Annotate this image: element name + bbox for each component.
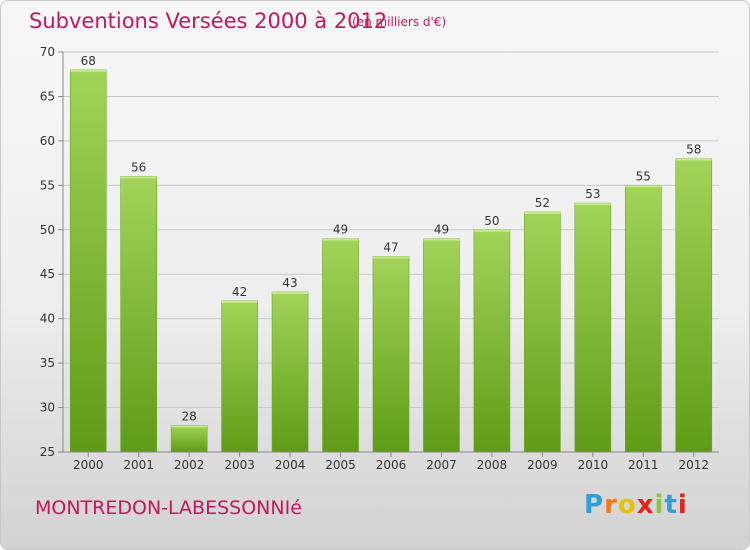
x-tick-label: 2004 [275,458,306,472]
x-tick-label: 2008 [477,458,508,472]
bar-highlight [524,212,561,214]
bar-highlight [171,425,208,428]
bar-2012 [675,158,713,453]
bar-2006 [372,256,410,453]
bar-2004 [271,291,309,453]
bar-highlight [272,292,309,294]
chart-subtitle: (en milliers d'€) [352,15,447,29]
bar-highlight [373,256,409,259]
bar-2007 [423,238,460,453]
bar-2002 [170,425,208,453]
data-label: 56 [131,160,146,174]
x-tick-label: 2009 [527,458,558,472]
y-tick-label: 35 [40,356,55,370]
bar-2010 [574,202,612,453]
logo-letter: i [677,490,688,520]
y-tick-label: 30 [40,401,55,415]
data-label: 42 [232,285,247,299]
y-tick-label: 55 [40,178,55,192]
proxiti-logo[interactable]: Proxiti [584,490,688,520]
x-tick-label: 2001 [123,458,154,472]
logo-letter: r [604,490,618,520]
bar-highlight [574,203,611,206]
bar-2008 [473,229,511,453]
bar-highlight [675,158,712,161]
bar-highlight [473,229,510,232]
data-label: 49 [434,223,449,237]
bar-highlight [70,69,107,72]
data-label: 49 [333,223,348,237]
bar-2000 [69,69,107,453]
y-tick-label: 25 [40,445,55,459]
x-tick-label: 2006 [376,458,407,472]
data-label: 58 [686,143,701,157]
data-label: 52 [535,196,550,210]
y-tick-label: 40 [40,312,55,326]
data-label: 53 [585,187,600,201]
y-tick-label: 50 [40,223,55,237]
bar-2001 [120,176,157,453]
data-label: 43 [282,276,297,290]
bar-highlight [322,238,359,241]
bar-highlight [221,300,258,303]
logo-letter: t [664,490,678,520]
bar-2009 [524,211,561,453]
y-tick-label: 45 [40,267,55,281]
data-label: 28 [182,409,197,423]
x-tick-label: 2012 [678,458,709,472]
bar-highlight [120,176,157,179]
data-label: 47 [383,240,398,254]
bar-2011 [625,185,662,453]
y-tick-label: 70 [40,45,55,59]
logo-letter: o [617,490,637,520]
x-tick-label: 2007 [426,458,457,472]
data-label: 55 [636,169,651,183]
y-tick-label: 60 [40,134,55,148]
bar-highlight [625,185,662,188]
data-label: 68 [81,54,96,68]
data-label: 50 [484,214,499,228]
chart-title: Subventions Versées 2000 à 2012 [29,9,388,33]
x-tick-label: 2005 [325,458,356,472]
x-tick-label: 2000 [73,458,104,472]
commune-name: MONTREDON-LABESSONNIé [35,497,302,519]
bar-2003 [221,300,258,453]
y-tick-label: 65 [40,89,55,103]
logo-letter: P [584,490,605,520]
logo-letter: i [654,490,665,520]
x-tick-label: 2011 [628,458,659,472]
x-tick-label: 2002 [174,458,205,472]
bar-2005 [322,238,359,453]
logo-letter: x [636,490,655,520]
x-tick-label: 2003 [224,458,255,472]
bar-highlight [423,238,460,241]
x-tick-label: 2010 [578,458,609,472]
